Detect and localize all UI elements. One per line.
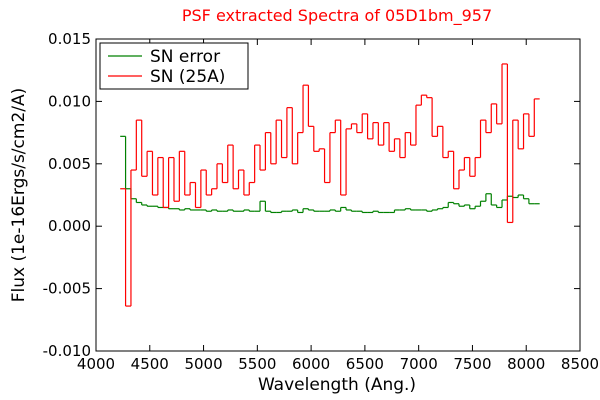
x-tick-label: 8500 (561, 355, 599, 373)
y-axis-label: Flux (1e-16Ergs/s/cm2/A) (9, 88, 29, 303)
x-tick-label: 5000 (184, 355, 222, 373)
x-tick-label: 6000 (292, 355, 330, 373)
y-tick-label: -0.010 (43, 342, 91, 360)
x-tick-label: 4500 (131, 355, 169, 373)
x-tick-label: 7500 (453, 355, 491, 373)
y-tick-label: -0.005 (43, 280, 91, 298)
legend-box (99, 42, 249, 90)
y-tick-label: 0.000 (48, 217, 91, 235)
x-axis-label: Wavelength (Ang.) (258, 375, 416, 395)
y-tick-label: 0.010 (48, 92, 91, 110)
y-tick-label: 0.005 (48, 155, 91, 173)
x-tick-label: 7000 (400, 355, 438, 373)
chart-title: PSF extracted Spectra of 05D1bm_957 (182, 6, 492, 26)
x-tick-label: 4000 (77, 355, 115, 373)
x-tick-label: 8000 (507, 355, 545, 373)
series (120, 63, 540, 307)
x-tick-label: 6500 (346, 355, 384, 373)
plot-frame (95, 38, 581, 352)
y-tick-label: 0.015 (48, 30, 91, 48)
legend-label: SN (25A) (150, 67, 225, 87)
x-tick-label: 5500 (238, 355, 276, 373)
legend-label: SN error (150, 47, 220, 67)
series (120, 135, 540, 214)
